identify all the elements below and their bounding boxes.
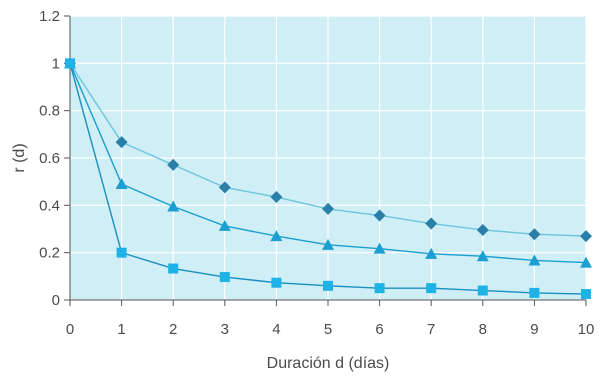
data-point-triangle — [528, 254, 541, 266]
series-square — [65, 58, 591, 300]
x-tick-label: 3 — [221, 321, 229, 338]
data-point-diamond — [167, 158, 180, 171]
x-tick-label: 9 — [530, 321, 538, 338]
tick-labels: 0 0.2 0.4 0.6 0.8 1 1.2 0 1 2 3 4 5 6 7 8 9 10 — [39, 8, 594, 338]
data-point-diamond — [425, 217, 438, 230]
data-point-triangle — [270, 230, 283, 242]
axes — [64, 15, 587, 306]
data-point-square — [168, 263, 179, 274]
data-point-square — [271, 277, 282, 288]
data-point-triangle — [425, 247, 438, 259]
data-point-triangle — [322, 238, 334, 250]
x-tick-label: 10 — [578, 321, 595, 338]
x-axis-title: Duración d (días) — [267, 355, 390, 372]
y-axis-title: r (d) — [11, 143, 28, 172]
data-point-square — [529, 287, 540, 298]
data-point-square — [116, 247, 127, 258]
x-tick-label: 7 — [427, 321, 435, 338]
y-tick-label: 0.2 — [39, 245, 60, 262]
data-point-diamond — [322, 202, 334, 215]
data-point-square — [65, 58, 75, 69]
x-tick-label: 5 — [324, 321, 332, 338]
data-point-triangle — [167, 200, 180, 212]
data-point-square — [374, 283, 385, 294]
y-tick-label: 1 — [52, 55, 60, 72]
data-point-diamond — [580, 230, 592, 243]
x-tick-label: 2 — [169, 321, 177, 338]
series-triangle — [64, 57, 592, 268]
x-tick-label: 1 — [117, 321, 125, 338]
data-point-triangle — [218, 219, 231, 231]
data-point-triangle — [476, 250, 489, 262]
x-tick-label: 8 — [479, 321, 487, 338]
data-point-diamond — [270, 191, 283, 204]
data-point-diamond — [373, 209, 386, 222]
grid-lines — [70, 15, 587, 300]
data-point-square — [426, 283, 437, 294]
data-point-diamond — [115, 136, 128, 149]
data-point-triangle — [115, 178, 128, 190]
data-point-triangle — [580, 256, 592, 268]
y-tick-label: 0.8 — [39, 103, 60, 120]
data-point-triangle — [373, 242, 386, 254]
y-tick-label: 0.6 — [39, 150, 60, 167]
data-point-square — [219, 272, 230, 283]
x-tick-label: 0 — [66, 321, 74, 338]
data-point-diamond — [528, 228, 541, 241]
series-layer — [64, 57, 592, 300]
data-point-square — [323, 280, 333, 291]
y-tick-label: 0.4 — [39, 197, 60, 214]
data-point-square — [581, 289, 591, 300]
y-tick-label: 0 — [52, 292, 60, 309]
x-tick-label: 6 — [375, 321, 383, 338]
data-point-square — [477, 285, 488, 296]
data-point-diamond — [218, 181, 231, 194]
x-tick-label: 4 — [272, 321, 280, 338]
y-tick-label: 1.2 — [39, 8, 60, 25]
data-point-diamond — [476, 223, 489, 236]
